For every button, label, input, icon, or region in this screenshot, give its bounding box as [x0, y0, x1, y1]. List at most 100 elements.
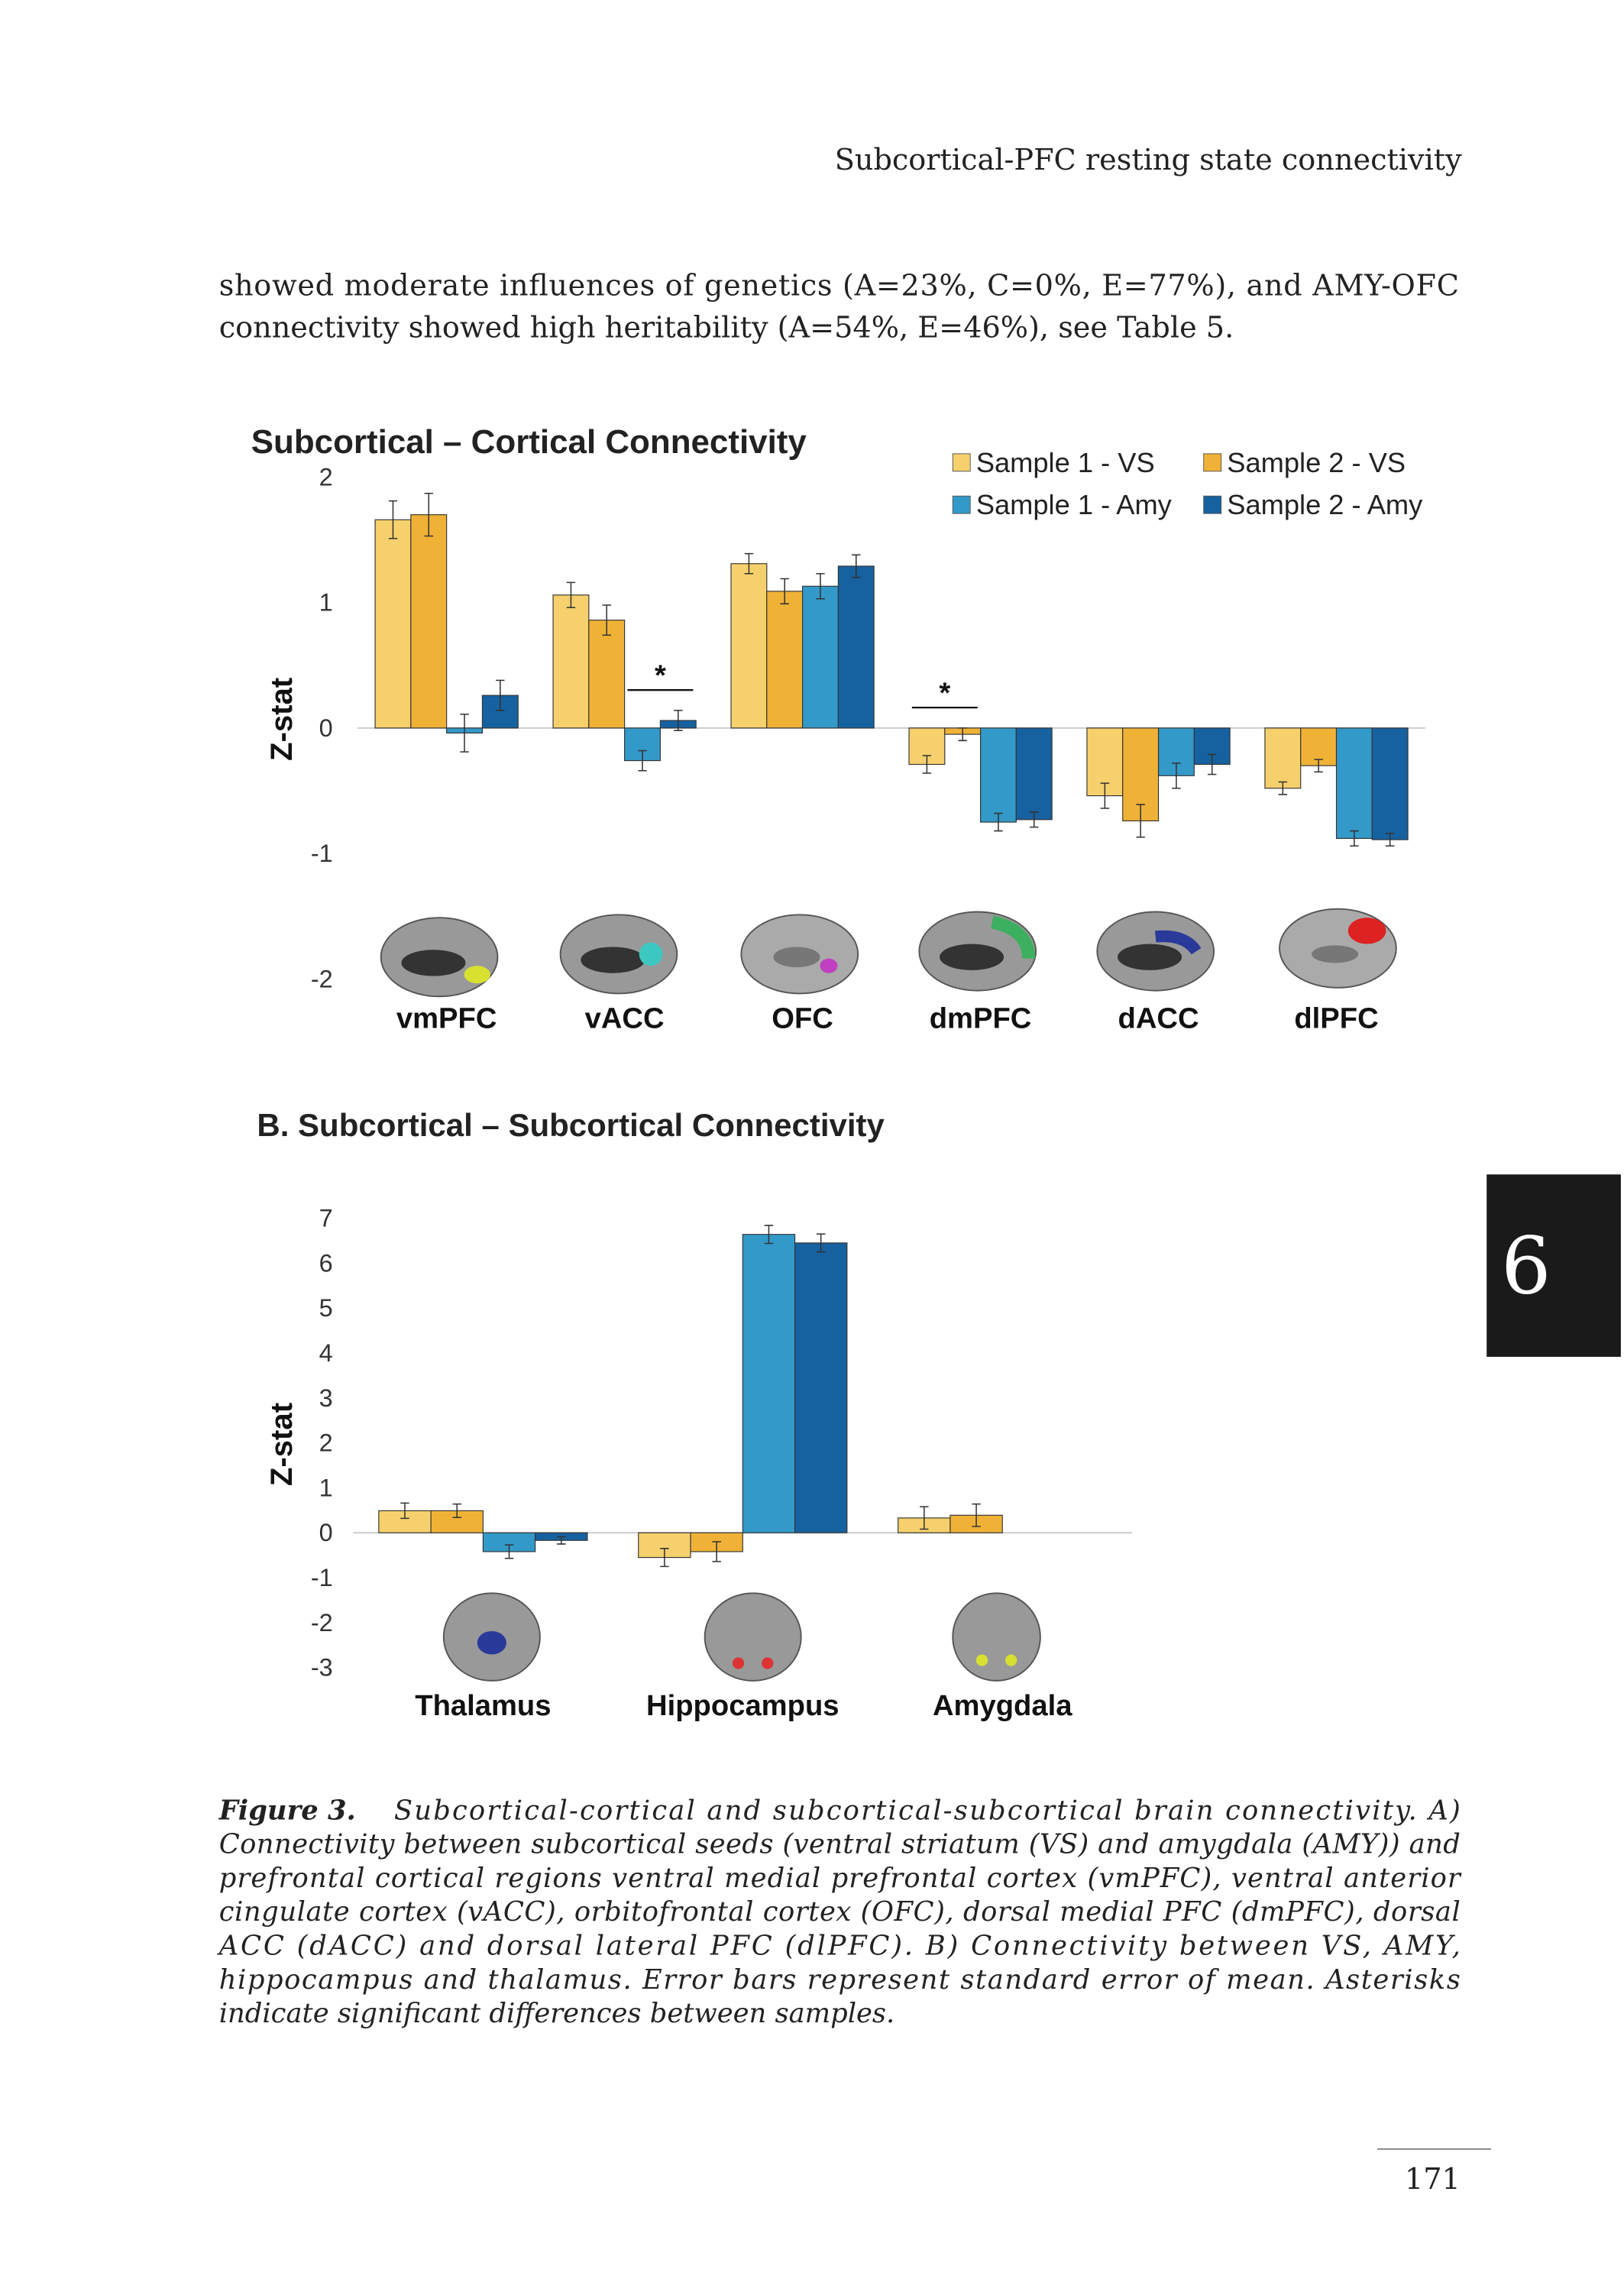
brain-images: [380, 908, 1397, 1682]
legend-label: Sample 1 - VS: [976, 447, 1155, 478]
y-tick-label: 1: [319, 589, 333, 617]
error-bar: [660, 1548, 669, 1568]
error-bar: [958, 727, 967, 742]
y-tick-label: 1: [319, 1474, 333, 1501]
caption-text: Connectivity between subcortical seeds (…: [219, 1829, 1461, 1860]
x-tick-label: dmPFC: [930, 1002, 1032, 1034]
error-bar: [638, 749, 647, 772]
y-axis-label: Z-stat: [265, 678, 299, 761]
error-bar: [1136, 804, 1145, 838]
x-tick-label: dlPFC: [1294, 1002, 1378, 1034]
legend-swatch: [1203, 495, 1222, 514]
error-bar: [816, 573, 825, 600]
error-bar: [1278, 781, 1288, 795]
significance-marker: *: [655, 659, 666, 692]
legend-swatch: [1203, 453, 1222, 472]
x-tick-label: Amygdala: [933, 1689, 1072, 1722]
chart-title: Subcortical – Cortical Connectivity: [251, 423, 807, 461]
y-tick-label: -1: [311, 840, 333, 867]
y-tick-label: 4: [319, 1339, 333, 1367]
x-tick-label: Thalamus: [415, 1689, 551, 1722]
bar: [1371, 727, 1409, 840]
page-number: 171: [1405, 2163, 1461, 2196]
legend-swatch: [952, 453, 971, 472]
y-tick-label: 5: [319, 1294, 333, 1322]
bar: [766, 591, 804, 729]
error-bar: [504, 1544, 514, 1559]
bar: [794, 1242, 848, 1533]
caption-text: indicate significant differences between…: [219, 1998, 895, 2029]
x-tick-label: vACC: [585, 1002, 665, 1034]
legend-label: Sample 2 - VS: [1227, 447, 1406, 478]
error-bar: [496, 679, 505, 711]
bar: [1264, 727, 1302, 789]
running-header: Subcortical-PFC resting state connectivi…: [835, 144, 1462, 177]
y-tick-label: -1: [311, 1564, 333, 1591]
error-bar: [816, 1233, 826, 1253]
y-tick-label: 2: [319, 1429, 333, 1457]
y-tick-label: -3: [311, 1654, 333, 1682]
bar: [837, 565, 875, 729]
error-bar: [388, 500, 398, 539]
error-bar: [1030, 811, 1039, 828]
legend-label: Sample 1 - Amy: [976, 489, 1173, 520]
y-tick-label: 0: [319, 714, 333, 742]
error-bar: [712, 1541, 721, 1562]
error-bar: [994, 812, 1003, 832]
error-bar: [460, 714, 469, 753]
y-tick-label: 0: [319, 1519, 333, 1546]
y-tick-label: -2: [311, 1609, 333, 1636]
significance-marker: *: [939, 677, 950, 710]
y-tick-label: 2: [319, 463, 333, 490]
error-bar: [557, 1536, 566, 1545]
bar: [742, 1234, 796, 1533]
error-bar: [922, 755, 932, 774]
error-bar: [920, 1506, 929, 1530]
chapter-number: 6: [1501, 1221, 1551, 1313]
x-tick-label: dACC: [1118, 1002, 1199, 1034]
y-tick-label: 3: [319, 1384, 333, 1412]
caption-text: ACC (dACC) and dorsal lateral PFC (dlPFC…: [217, 1931, 1461, 1962]
bar: [410, 514, 448, 729]
chapter-tab: [1487, 1174, 1621, 1357]
error-bar: [1100, 782, 1110, 809]
error-bar: [1350, 830, 1359, 847]
bar: [979, 727, 1017, 823]
bar: [1015, 727, 1053, 821]
error-bar: [764, 1225, 774, 1245]
bar: [802, 585, 839, 729]
caption-text: cingulate cortex (vACC), orbitofrontal c…: [219, 1896, 1461, 1928]
error-bar: [1207, 753, 1217, 775]
y-tick-label: 7: [319, 1205, 333, 1232]
y-tick-label: 6: [319, 1249, 333, 1277]
caption-label: Figure 3.: [218, 1795, 356, 1826]
bar: [588, 620, 626, 729]
error-bar: [1385, 833, 1395, 847]
x-tick-label: Hippocampus: [646, 1689, 839, 1722]
bar: [374, 519, 412, 729]
error-bar: [400, 1502, 409, 1520]
error-bar: [1172, 762, 1181, 789]
body-text: showed moderate influences of genetics (…: [219, 269, 1459, 303]
error-bar: [780, 578, 789, 605]
error-bar: [744, 552, 754, 575]
error-bar: [566, 581, 576, 609]
legend-swatch: [952, 495, 971, 514]
bar: [730, 563, 768, 729]
chart-title: B. Subcortical – Subcortical Connectivit…: [257, 1107, 885, 1143]
x-tick-label: OFC: [772, 1002, 833, 1034]
error-bar: [452, 1503, 461, 1519]
error-bar: [852, 554, 861, 578]
error-bar: [602, 604, 611, 636]
bar: [552, 594, 590, 729]
y-axis-label: Z-stat: [265, 1403, 299, 1486]
legend-label: Sample 2 - Amy: [1227, 489, 1423, 520]
error-bar: [1314, 759, 1323, 773]
body-text: connectivity showed high heritability (A…: [219, 312, 1234, 345]
caption-text: hippocampus and thalamus. Error bars rep…: [219, 1964, 1461, 1996]
error-bar: [674, 710, 683, 731]
y-tick-label: -2: [311, 965, 333, 992]
error-bar: [424, 493, 433, 537]
caption-text: Subcortical-cortical and subcortical-sub…: [394, 1795, 1461, 1826]
